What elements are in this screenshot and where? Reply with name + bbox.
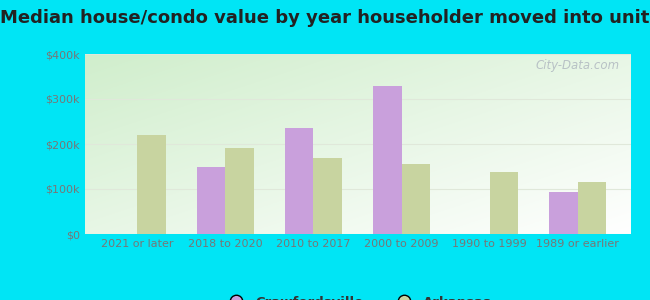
Bar <box>285 128 313 234</box>
Text: Median house/condo value by year householder moved into unit: Median house/condo value by year househo… <box>0 9 650 27</box>
Bar <box>402 164 430 234</box>
Bar <box>578 182 606 234</box>
Text: City-Data.com: City-Data.com <box>536 59 619 72</box>
Bar <box>313 158 342 234</box>
Legend: Crawfordsville, Arkansas: Crawfordsville, Arkansas <box>218 290 497 300</box>
Bar <box>373 85 402 234</box>
Bar <box>226 148 254 234</box>
Bar <box>137 135 166 234</box>
Bar <box>197 167 226 234</box>
Bar <box>489 172 518 234</box>
Bar <box>549 192 578 234</box>
